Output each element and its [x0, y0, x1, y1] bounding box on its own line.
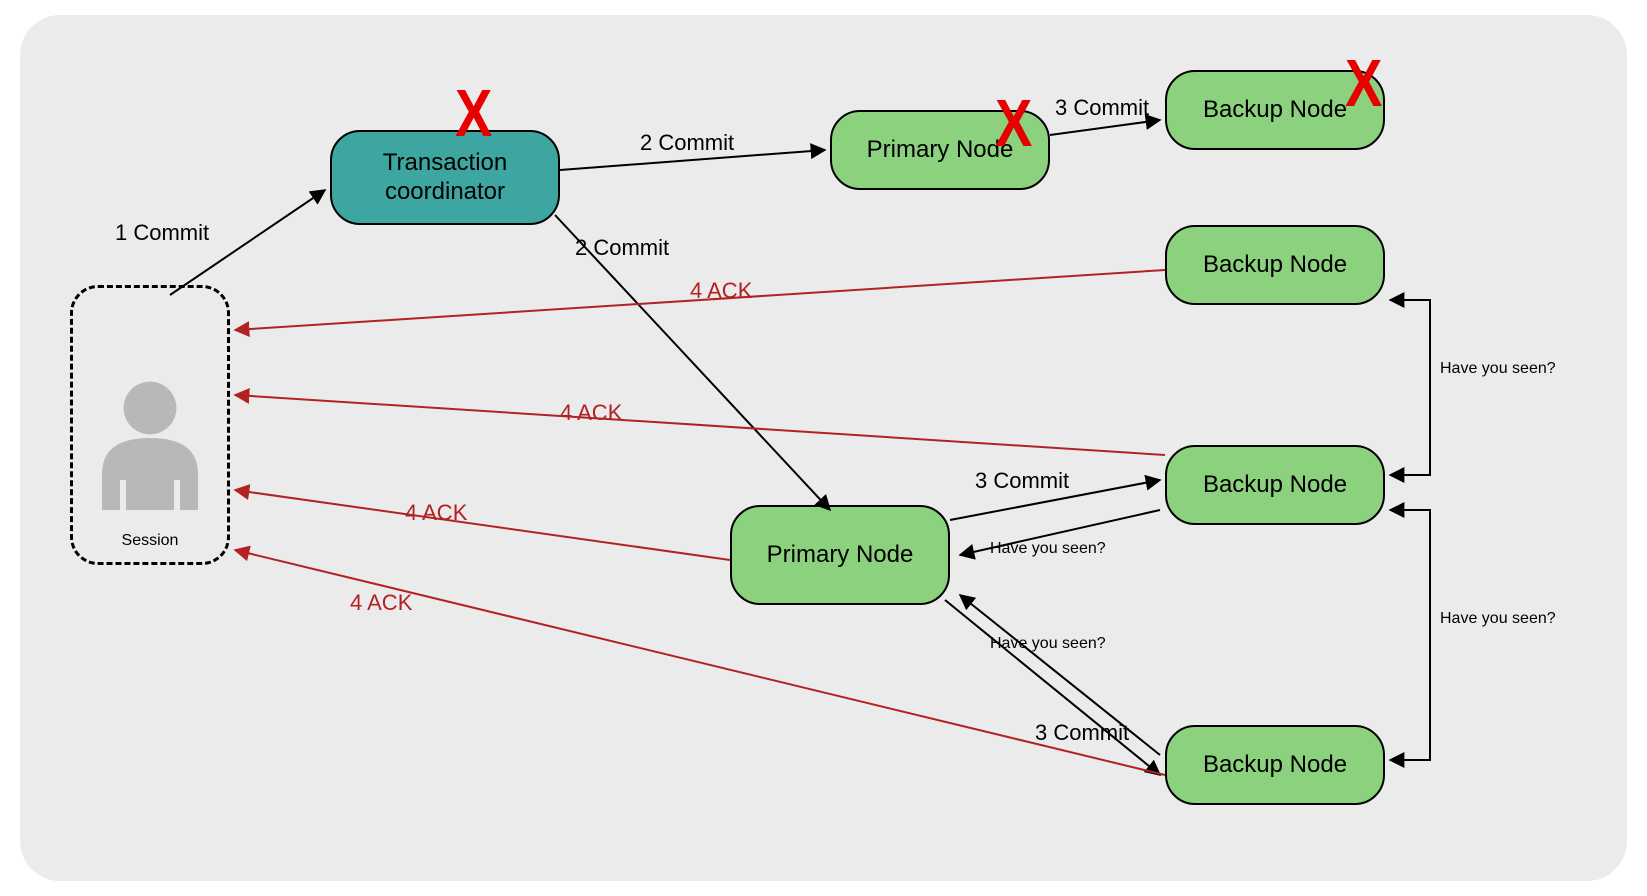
- session-label: Session: [73, 532, 227, 550]
- edge-label-3commit-b: 3 Commit: [975, 468, 1069, 494]
- edge-label-4ack-c: 4 ACK: [405, 500, 467, 526]
- edge-label-2commit-a: 2 Commit: [640, 130, 734, 156]
- transaction-coordinator-node: Transactioncoordinator: [330, 130, 560, 225]
- edge-label-3commit-c: 3 Commit: [1035, 720, 1129, 746]
- session-box: Session: [70, 285, 230, 565]
- edge-label-4ack-b: 4 ACK: [560, 400, 622, 426]
- edge-label-2commit-b: 2 Commit: [575, 235, 669, 261]
- backup-node-3: Backup Node: [1165, 445, 1385, 525]
- node-label: Backup Node: [1203, 96, 1347, 125]
- backup-node-1: Backup Node: [1165, 70, 1385, 150]
- diagram-canvas: Session Transactioncoordinator Primary N…: [0, 0, 1647, 896]
- backup-node-4: Backup Node: [1165, 725, 1385, 805]
- edge-label-haveyouseen-1: Have you seen?: [990, 540, 1106, 558]
- edge-label-haveyouseen-4: Have you seen?: [1440, 610, 1556, 628]
- edge-label-4ack-a: 4 ACK: [690, 278, 752, 304]
- edge-label-3commit-a: 3 Commit: [1055, 95, 1149, 121]
- node-label: Transactioncoordinator: [383, 149, 508, 207]
- node-label: Backup Node: [1203, 751, 1347, 780]
- edge-label-haveyouseen-3: Have you seen?: [1440, 360, 1556, 378]
- primary-node-2: Primary Node: [730, 505, 950, 605]
- edge-label-1commit: 1 Commit: [115, 220, 209, 246]
- node-label: Backup Node: [1203, 251, 1347, 280]
- node-label: Backup Node: [1203, 471, 1347, 500]
- diagram-panel: [20, 15, 1627, 881]
- node-label: Primary Node: [867, 136, 1014, 165]
- edge-label-haveyouseen-2: Have you seen?: [990, 635, 1106, 653]
- backup-node-2: Backup Node: [1165, 225, 1385, 305]
- primary-node-1: Primary Node: [830, 110, 1050, 190]
- edge-label-4ack-d: 4 ACK: [350, 590, 412, 616]
- node-label: Primary Node: [767, 541, 914, 570]
